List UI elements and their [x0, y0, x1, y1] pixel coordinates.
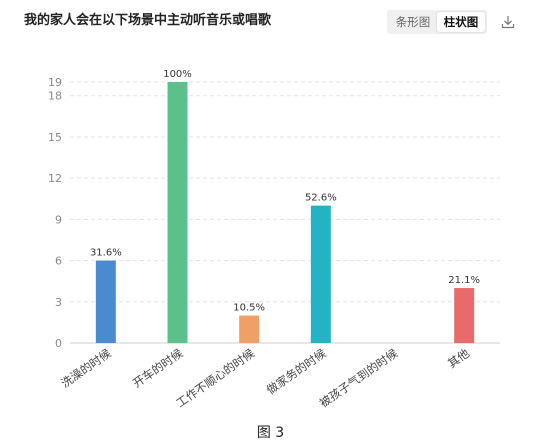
data-label: 10.5% — [233, 303, 265, 314]
data-label: 100% — [163, 69, 192, 80]
bar — [454, 288, 475, 343]
x-tick-label: 被孩子气到的时候 — [317, 346, 401, 411]
data-label: 21.1% — [448, 275, 480, 286]
y-tick-label: 3 — [55, 296, 62, 309]
bar — [95, 260, 116, 343]
y-tick-label: 15 — [48, 131, 62, 144]
bar-horizontal-tab[interactable]: 条形图 — [395, 15, 431, 29]
bar-vertical-tab[interactable]: 柱状图 — [437, 12, 485, 32]
bar — [310, 205, 331, 343]
x-tick-label: 洗澡的时候 — [58, 346, 114, 391]
x-tick-label: 其他 — [445, 346, 472, 371]
data-label: 52.6% — [305, 193, 337, 204]
x-tick-label: 工作不顺心的时候 — [173, 346, 257, 411]
y-tick-label: 9 — [55, 213, 62, 226]
figure-caption: 图 3 — [256, 425, 285, 441]
y-tick-label: 0 — [55, 337, 62, 350]
data-label: 31.6% — [90, 248, 122, 259]
bar — [239, 315, 260, 343]
y-tick-label: 6 — [55, 255, 62, 268]
chart-title: 我的家人会在以下场景中主动听音乐或唱歌 — [24, 13, 272, 28]
bar — [167, 82, 188, 343]
x-tick-label: 开车的时候 — [130, 346, 186, 391]
chart-type-toggle: 条形图 柱状图 — [387, 10, 487, 34]
x-tick-label: 做家务的时候 — [264, 346, 329, 397]
y-tick-label: 12 — [48, 172, 62, 185]
y-tick-label: 18 — [48, 90, 62, 103]
y-tick-label: 19 — [48, 76, 62, 89]
download-icon[interactable] — [500, 14, 516, 30]
